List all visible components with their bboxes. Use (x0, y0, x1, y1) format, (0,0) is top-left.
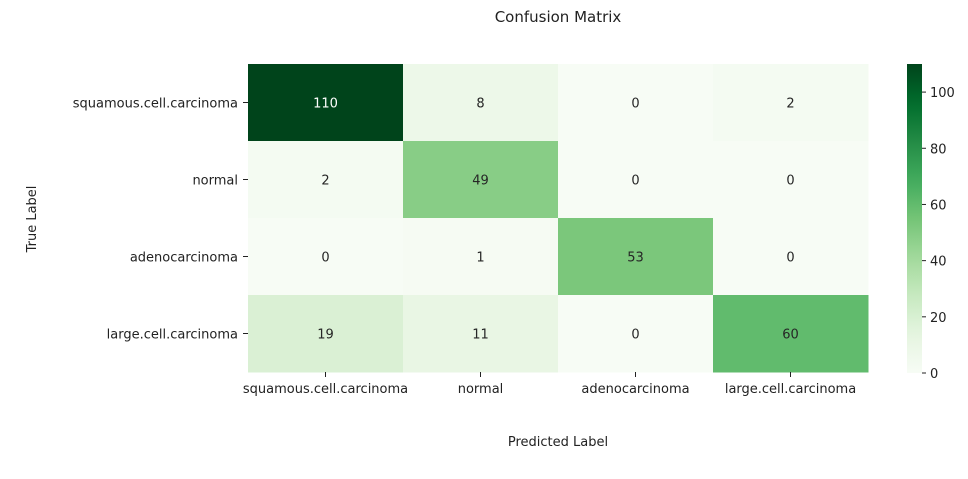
heatmap-cell (403, 218, 559, 296)
heatmap-cells (248, 64, 869, 373)
y-tick-label: large.cell.carcinoma (107, 328, 238, 343)
cell-value: 0 (321, 251, 329, 266)
colorbar-tick-label: 80 (930, 142, 947, 157)
y-tick-label: adenocarcinoma (130, 251, 238, 266)
cell-annotations: 110 8 0 22 49 0 00 1 53 019 11 0 60 (313, 97, 799, 343)
cell-value: 0 (631, 174, 639, 189)
cell-value: 0 (786, 174, 794, 189)
cell-value: 1 (476, 251, 484, 266)
cell-value: 110 (313, 97, 338, 112)
x-tick-label: normal (458, 382, 504, 397)
y-tick-labels: squamous.cell.carcinoma normal adenocarcin… (73, 97, 248, 343)
x-tick-label: adenocarcinoma (581, 382, 689, 397)
heatmap-cell (558, 295, 714, 373)
heatmap-cell (713, 141, 869, 219)
x-tick-label: squamous.cell.carcinoma (243, 382, 408, 397)
heatmap-cell (558, 141, 714, 219)
cell-value: 49 (472, 174, 489, 189)
heatmap-cell (403, 64, 559, 142)
colorbar-gradient (907, 64, 922, 373)
colorbar-tick-label: 40 (930, 255, 947, 270)
heatmap-cell (248, 218, 404, 296)
heatmap-cell (713, 218, 869, 296)
heatmap-cell (248, 141, 404, 219)
x-tick-label: large.cell.carcinoma (725, 382, 856, 397)
cell-value: 60 (782, 328, 799, 343)
cell-value: 0 (631, 328, 639, 343)
heatmap-cell (248, 295, 404, 373)
heatmap-cell (713, 64, 869, 142)
cell-value: 19 (317, 328, 334, 343)
y-tick-label: normal (192, 174, 238, 189)
cell-value: 53 (627, 251, 644, 266)
colorbar-tick-label: 100 (930, 86, 955, 101)
x-axis-label: Predicted Label (508, 435, 608, 450)
heatmap-cell (558, 64, 714, 142)
cell-value: 2 (786, 97, 794, 112)
cell-value: 0 (786, 251, 794, 266)
cell-value: 0 (631, 97, 639, 112)
heatmap-cell (248, 64, 404, 142)
cell-value: 8 (476, 97, 484, 112)
heatmap-cell (713, 295, 869, 373)
colorbar-tick-label: 0 (930, 367, 938, 382)
heatmap-cell (558, 218, 714, 296)
cell-value: 11 (472, 328, 489, 343)
colorbar-tick-label: 60 (930, 198, 947, 213)
heatmap-cell (403, 141, 559, 219)
x-tick-labels: squamous.cell.carcinoma normal adenocarcin… (243, 372, 856, 397)
y-axis-label: True Label (25, 186, 40, 254)
colorbar-tick-label: 20 (930, 311, 947, 326)
colorbar: 0 20 40 60 80 100 (907, 64, 955, 382)
y-tick-label: squamous.cell.carcinoma (73, 97, 238, 112)
chart-title: Confusion Matrix (495, 8, 622, 26)
heatmap-cell (403, 295, 559, 373)
cell-value: 2 (321, 174, 329, 189)
